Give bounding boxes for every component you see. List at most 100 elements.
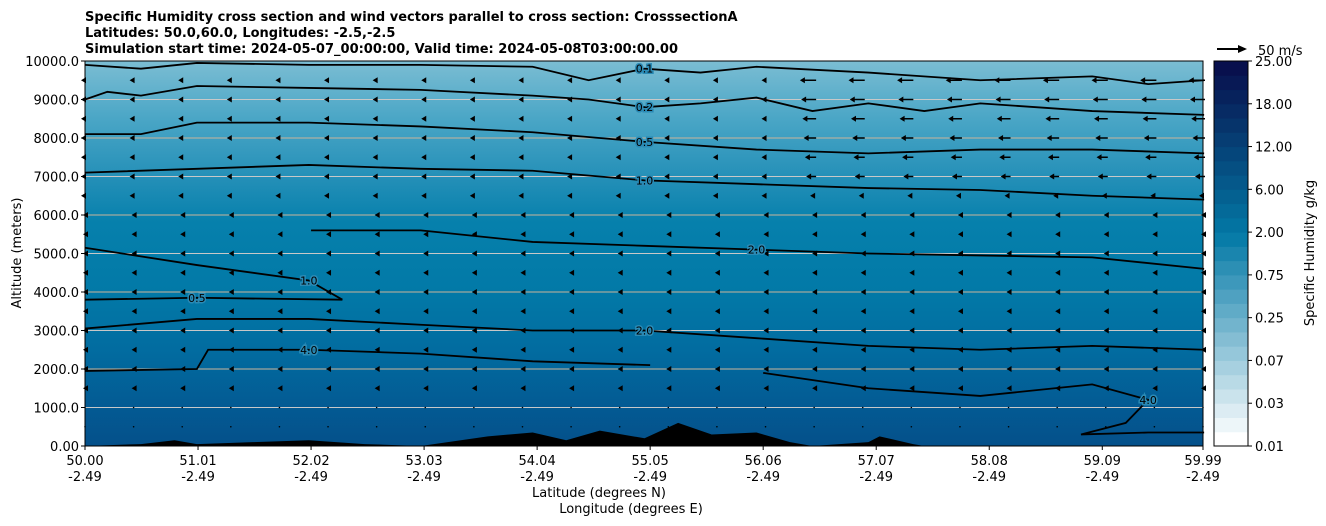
- wind-vector: [950, 154, 956, 161]
- wind-vector: [278, 425, 281, 428]
- wind-vector: [1145, 154, 1151, 161]
- wind-vector: [228, 289, 234, 295]
- wind-vector: [1152, 250, 1158, 257]
- wind-vector: [1103, 346, 1109, 353]
- wind-vector: [909, 212, 915, 218]
- wind-vector: [180, 212, 186, 218]
- contour-line-1.0: [84, 246, 343, 301]
- x-tick-lon: -2.49: [1186, 470, 1220, 485]
- colorbar-band: [1214, 160, 1248, 176]
- wind-vector: [374, 212, 380, 218]
- wind-vector: [180, 289, 186, 295]
- wind-vector: [618, 425, 621, 428]
- wind-vector: [999, 154, 1005, 161]
- contour-label: 0.5: [188, 292, 206, 305]
- wind-vector: [810, 192, 816, 199]
- wind-vector: [518, 192, 524, 199]
- y-tick-label: 4000.0: [34, 286, 80, 301]
- wind-vector: [275, 173, 281, 180]
- wind-vector: [813, 425, 815, 428]
- wind-vector: [812, 366, 818, 372]
- wind-vector: [469, 192, 475, 199]
- wind-vector: [180, 250, 186, 257]
- wind-vector: [421, 77, 427, 84]
- contour-line-2.0: [311, 229, 1205, 270]
- y-tick-label: 2000.0: [34, 363, 80, 378]
- wind-vector: [861, 425, 864, 428]
- wind-vector: [277, 212, 283, 218]
- wind-vector: [1190, 96, 1195, 103]
- wind-vector: [180, 308, 186, 315]
- x-tick-lon: -2.49: [294, 470, 328, 485]
- wind-vector: [518, 77, 524, 84]
- wind-vector: [1055, 366, 1061, 372]
- wind-vector: [860, 269, 866, 276]
- wind-vector: [569, 308, 575, 315]
- wind-vector: [421, 135, 427, 141]
- colorbar-band: [1214, 246, 1248, 262]
- wind-vector: [1006, 212, 1012, 218]
- wind-vector: [957, 289, 963, 295]
- wind-vector: [907, 192, 913, 199]
- colorbar-frame: [1213, 60, 1249, 447]
- colorbar-tick-label: 0.07: [1255, 354, 1284, 369]
- y-tick-label: 9000.0: [34, 94, 80, 109]
- x-tick-lon: -2.49: [972, 470, 1006, 485]
- wind-vector: [1152, 366, 1158, 372]
- wind-vector: [277, 385, 283, 392]
- wind-vector: [1096, 154, 1102, 161]
- contour-line-4.0: [763, 371, 1205, 436]
- wind-vector: [277, 231, 283, 238]
- wind-vector: [617, 212, 623, 218]
- colorbar-band: [1214, 175, 1248, 190]
- wind-vector: [178, 173, 184, 180]
- wind-vector: [570, 406, 572, 409]
- wind-vector: [799, 77, 805, 84]
- wind-vector: [615, 115, 621, 122]
- wind-vector: [666, 269, 672, 276]
- wind-vector: [763, 385, 769, 392]
- colorbar-band: [1214, 203, 1248, 219]
- colorbar-band: [1214, 289, 1248, 304]
- wind-vector: [812, 346, 818, 353]
- wind-vector: [1007, 406, 1010, 409]
- wind-vector: [423, 308, 429, 315]
- wind-vector: [910, 406, 913, 409]
- x-tick-lat: 58.08: [971, 454, 1008, 469]
- colorbar-band: [1214, 317, 1248, 333]
- wind-vector: [860, 346, 866, 353]
- title-line-1: Specific Humidity cross section and wind…: [85, 10, 738, 25]
- wind-vector: [569, 269, 575, 276]
- wind-vector: [469, 135, 475, 141]
- wind-vector: [615, 77, 621, 84]
- x-tick-lat: 55.05: [632, 454, 669, 469]
- wind-vector: [615, 154, 621, 161]
- wind-vector: [1103, 231, 1109, 238]
- wind-vector: [473, 425, 475, 428]
- wind-vector: [909, 327, 915, 334]
- wind-vector: [324, 77, 330, 84]
- wind-vector: [617, 346, 623, 353]
- wind-vector: [909, 231, 915, 238]
- wind-vector: [812, 308, 818, 315]
- wind-vector: [959, 425, 961, 428]
- wind-vector: [372, 135, 378, 141]
- x-tick-lat: 59.99: [1184, 454, 1221, 469]
- wind-vector: [666, 385, 672, 392]
- wind-vector: [226, 77, 232, 84]
- wind-vector: [714, 212, 720, 218]
- wind-vector: [424, 425, 427, 428]
- wind-vector: [858, 192, 864, 199]
- wind-vector: [1055, 231, 1061, 238]
- wind-vector: [909, 289, 915, 295]
- wind-vector: [957, 385, 963, 392]
- wind-vector: [763, 212, 769, 218]
- wind-vector: [957, 327, 963, 334]
- wind-vector: [421, 154, 427, 161]
- wind-vector: [617, 366, 623, 372]
- wind-vector: [277, 308, 283, 315]
- wind-vector: [326, 366, 332, 372]
- colorbar-band: [1214, 146, 1248, 162]
- wind-vector: [1000, 173, 1006, 180]
- wind-vector: [372, 77, 378, 84]
